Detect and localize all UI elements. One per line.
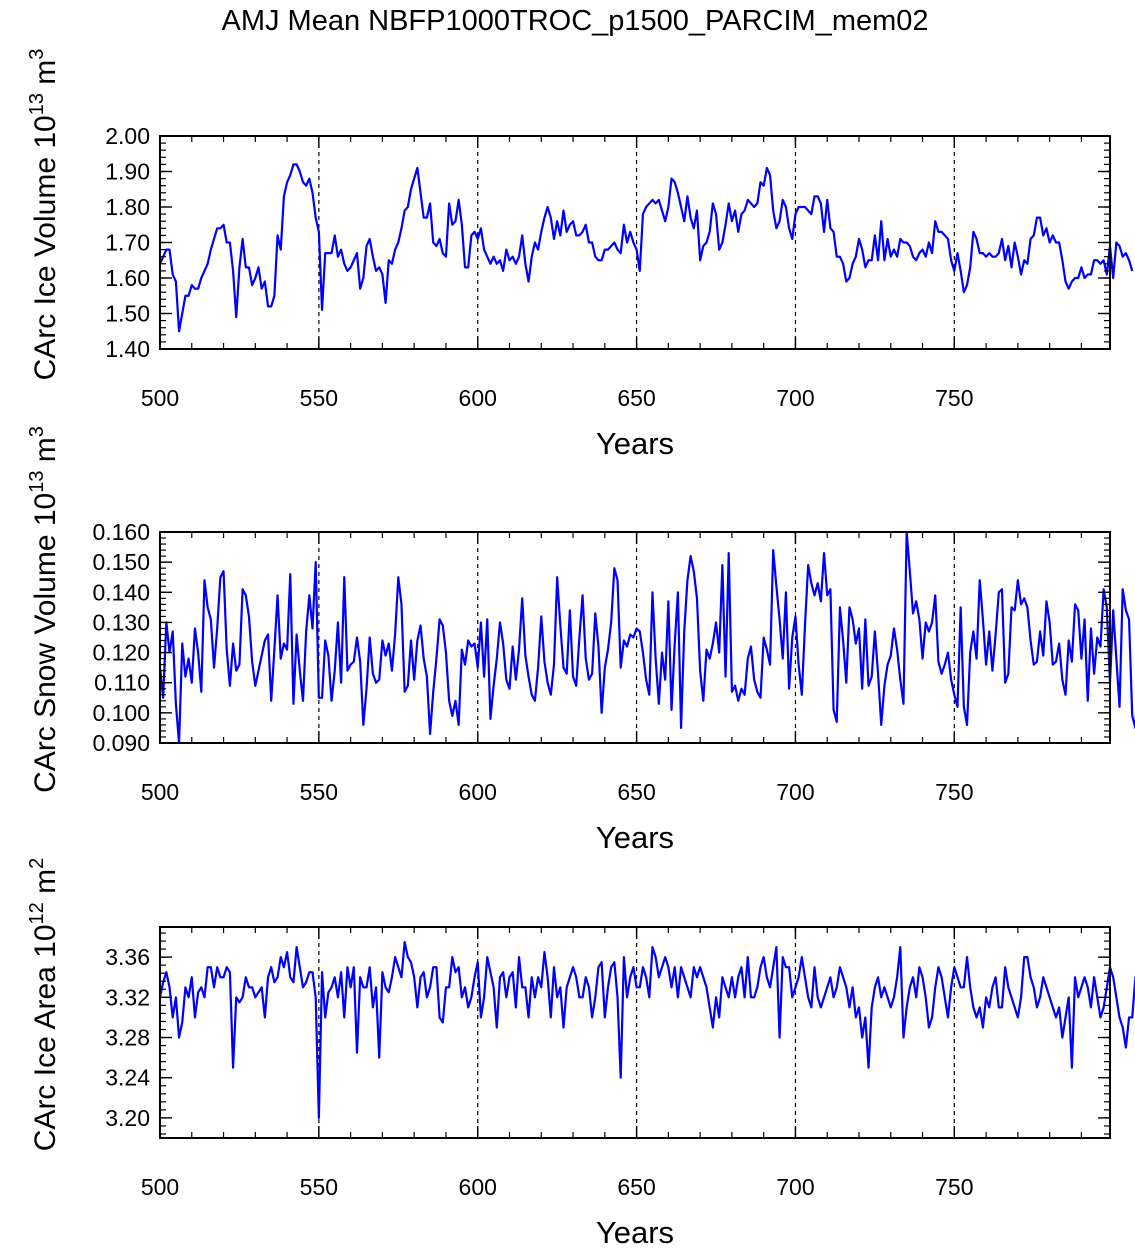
chart-title: AMJ Mean NBFP1000TROC_p1500_PARCIM_mem02 bbox=[221, 5, 928, 37]
y-axis-label-exponent: 12 bbox=[26, 902, 48, 924]
y-tick-label: 0.100 bbox=[92, 700, 150, 726]
x-axis-label: Years bbox=[596, 820, 674, 855]
x-tick-label: 750 bbox=[935, 779, 973, 805]
y-tick-label: 3.24 bbox=[105, 1065, 150, 1091]
x-tick-label: 500 bbox=[141, 385, 179, 411]
x-tick-label: 750 bbox=[935, 385, 973, 411]
x-tick-label: 700 bbox=[776, 1174, 814, 1200]
x-tick-label: 700 bbox=[776, 779, 814, 805]
y-tick-label: 3.32 bbox=[105, 984, 150, 1010]
y-tick-label: 3.28 bbox=[105, 1025, 150, 1051]
panel-1: 500 550 600 650 700 750 1.40 1.50 1.60 1.70 1.80 1.… bbox=[26, 49, 1134, 461]
y-axis-label: CArc Snow Volume 1013 m3 bbox=[26, 426, 62, 793]
y-tick-label: 1.90 bbox=[105, 159, 150, 185]
plot-frame bbox=[159, 531, 1111, 744]
y-axis-label-exponent: 13 bbox=[26, 93, 48, 115]
x-tick-label: 600 bbox=[459, 1174, 497, 1200]
x-tick-label: 500 bbox=[141, 779, 179, 805]
x-tick-label: 550 bbox=[300, 385, 338, 411]
y-axis-label: CArc Ice Volume 1013 m3 bbox=[26, 49, 62, 381]
y-axis-label-unit-exponent: 3 bbox=[26, 49, 48, 60]
plot-frame bbox=[159, 926, 1111, 1139]
y-tick-label: 1.50 bbox=[105, 301, 150, 327]
x-tick-label: 650 bbox=[617, 385, 655, 411]
x-tick-label: 500 bbox=[141, 1174, 179, 1200]
y-tick-label: 0.160 bbox=[92, 519, 150, 545]
y-axis-label-text: CArc Snow Volume 10 bbox=[29, 493, 62, 793]
y-tick-label: 0.090 bbox=[92, 730, 150, 756]
y-tick-label: 0.150 bbox=[92, 549, 150, 575]
plot-frame bbox=[159, 135, 1111, 350]
x-tick-label: 600 bbox=[459, 385, 497, 411]
y-axis-label-text: CArc Ice Area 10 bbox=[29, 924, 62, 1151]
y-tick-label: 0.110 bbox=[94, 670, 150, 696]
y-tick-label: 1.70 bbox=[105, 230, 150, 256]
series-line bbox=[158, 940, 1135, 1120]
y-axis-label-unit-exponent: 2 bbox=[26, 858, 48, 869]
series-line bbox=[158, 530, 1135, 745]
y-tick-label: 1.80 bbox=[105, 194, 150, 220]
x-tick-label: 550 bbox=[300, 1174, 338, 1200]
y-tick-label: 3.20 bbox=[105, 1105, 150, 1131]
y-axis-label-unit-exponent: 3 bbox=[26, 426, 48, 437]
y-axis-label-exponent: 13 bbox=[26, 471, 48, 493]
x-tick-label: 700 bbox=[776, 385, 814, 411]
y-axis-label-text: CArc Ice Volume 10 bbox=[29, 115, 62, 380]
y-tick-label: 0.120 bbox=[92, 640, 150, 666]
y-tick-label: 0.130 bbox=[92, 609, 150, 635]
panel-2: 500 550 600 650 700 750 0.090 0.100 0.110 0.120 0.… bbox=[26, 426, 1135, 855]
series-line bbox=[158, 163, 1134, 333]
x-tick-label: 650 bbox=[617, 779, 655, 805]
y-axis-label: CArc Ice Area 1012 m2 bbox=[26, 858, 62, 1151]
y-tick-label: 3.36 bbox=[105, 944, 150, 970]
panel-3: 500 550 600 650 700 750 3.20 3.24 3.28 3.32 3.36 Ye… bbox=[26, 858, 1135, 1250]
y-tick-label: 1.40 bbox=[105, 336, 150, 362]
y-axis-label-unit: m bbox=[29, 437, 62, 470]
x-axis-label: Years bbox=[596, 426, 674, 461]
x-tick-label: 550 bbox=[300, 779, 338, 805]
x-tick-label: 650 bbox=[617, 1174, 655, 1200]
y-axis-label-unit: m bbox=[29, 869, 62, 902]
x-tick-label: 750 bbox=[935, 1174, 973, 1200]
x-axis-label: Years bbox=[596, 1215, 674, 1250]
y-tick-label: 2.00 bbox=[105, 123, 150, 149]
x-tick-label: 600 bbox=[459, 779, 497, 805]
y-tick-label: 0.140 bbox=[92, 579, 150, 605]
y-axis-label-unit: m bbox=[29, 60, 62, 93]
y-tick-label: 1.60 bbox=[105, 265, 150, 291]
